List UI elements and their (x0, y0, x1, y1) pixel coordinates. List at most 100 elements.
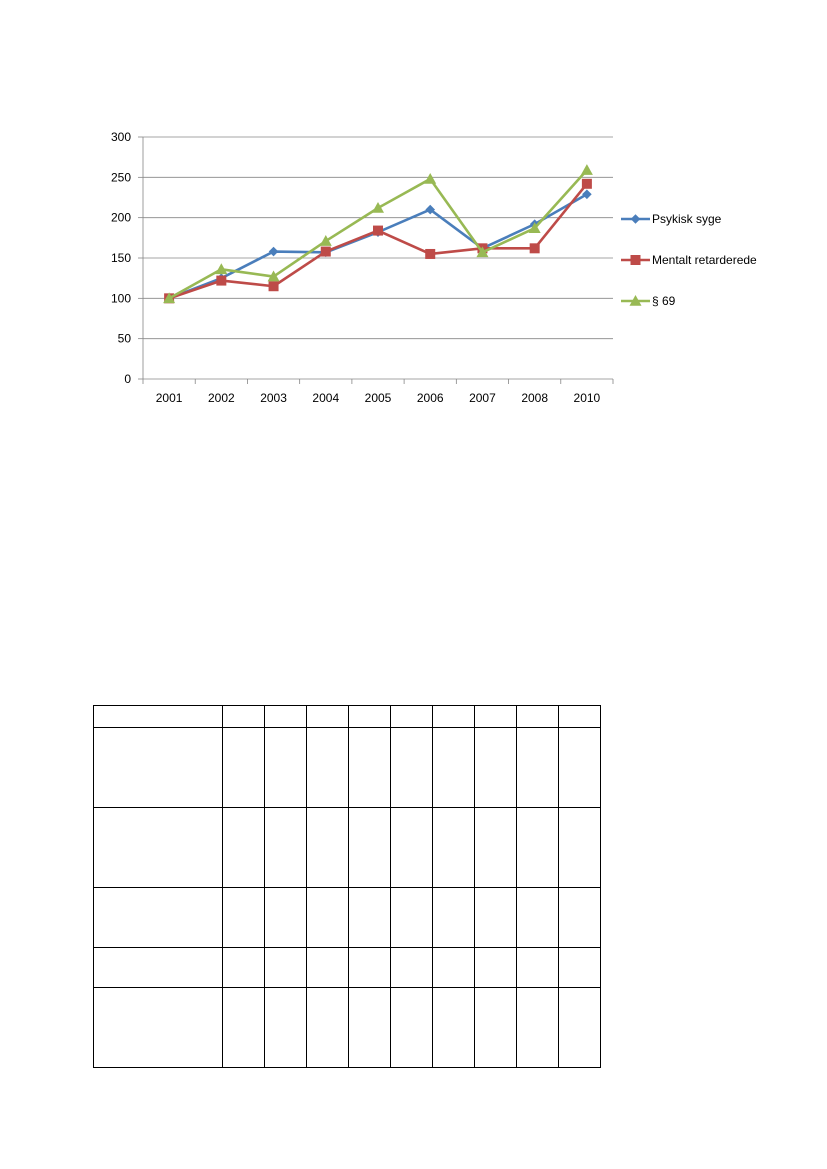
table-cell (516, 727, 559, 808)
table-cell (264, 987, 307, 1068)
y-tick-label: 250 (111, 170, 131, 184)
y-tick-label: 200 (111, 211, 131, 225)
table-cell (93, 947, 223, 988)
table-cell (516, 947, 559, 988)
table-row (93, 887, 601, 948)
table-cell (264, 947, 307, 988)
series-2 (163, 164, 593, 304)
data-point (425, 204, 436, 215)
table-row (93, 705, 601, 728)
table-cell (348, 727, 391, 808)
gridlines (143, 136, 613, 340)
data-point (581, 178, 592, 189)
data-point (268, 281, 279, 292)
legend-marker (630, 214, 641, 224)
table-cell (558, 987, 601, 1068)
table-cell (348, 705, 391, 728)
table-cell (558, 887, 601, 948)
data-point (529, 243, 540, 254)
table-cell (264, 727, 307, 808)
table-cell (474, 987, 517, 1068)
x-tick-label: 2007 (469, 391, 496, 405)
x-tick-labels: 2001 2002 2003 2004 2005 2006 2007 2008 2010 (156, 391, 601, 405)
legend-label: Mentalt retarderede (652, 253, 757, 267)
table-cell (222, 705, 265, 728)
table-cell (222, 727, 265, 808)
empty-data-table (93, 705, 601, 1068)
table-cell (264, 705, 307, 728)
table-cell (93, 727, 223, 808)
series-1 (164, 178, 592, 304)
table-cell (474, 807, 517, 888)
table-cell (390, 727, 433, 808)
table-row (93, 807, 601, 888)
y-tick-labels: 0 50 100 150 200 250 300 (111, 130, 131, 386)
y-tick-label: 0 (124, 372, 131, 386)
table-cell (558, 807, 601, 888)
table-cell (474, 727, 517, 808)
table-cell (390, 807, 433, 888)
data-point (319, 235, 332, 246)
table-cell (222, 987, 265, 1068)
table-row (93, 987, 601, 1068)
legend: Psykisk syge Mentalt retarderede § 69 (621, 212, 757, 308)
table-cell (222, 947, 265, 988)
table-cell (432, 705, 475, 728)
table-row (93, 727, 601, 808)
axes (138, 136, 614, 384)
x-tick-label: 2008 (521, 391, 548, 405)
table-cell (516, 807, 559, 888)
table-cell (474, 887, 517, 948)
legend-entry: Mentalt retarderede (621, 253, 757, 267)
table-cell (306, 987, 349, 1068)
table-cell (348, 807, 391, 888)
y-tick-label: 150 (111, 251, 131, 265)
y-tick-label: 300 (111, 130, 131, 144)
data-point (216, 275, 227, 286)
table-cell (222, 887, 265, 948)
table-cell (390, 987, 433, 1068)
table-cell (306, 807, 349, 888)
legend-label: Psykisk syge (652, 212, 722, 226)
table-cell (474, 705, 517, 728)
table-cell (390, 887, 433, 948)
table-cell (306, 705, 349, 728)
data-point (580, 164, 593, 175)
x-tick-label: 2001 (156, 391, 183, 405)
data-point (215, 263, 228, 275)
x-tick-label: 2005 (365, 391, 392, 405)
table-cell (516, 987, 559, 1068)
table-cell (93, 887, 223, 948)
series-layer (163, 164, 593, 304)
table-cell (516, 705, 559, 728)
table-cell (222, 807, 265, 888)
table-cell (93, 807, 223, 888)
table-cell (348, 987, 391, 1068)
legend-entry: § 69 (621, 294, 676, 308)
data-point (267, 270, 280, 282)
data-point (476, 246, 489, 258)
table-cell (306, 887, 349, 948)
table-cell (306, 727, 349, 808)
table-cell (432, 727, 475, 808)
table-cell (93, 705, 223, 728)
table-cell (558, 947, 601, 988)
legend-marker (629, 295, 642, 306)
table-cell (432, 947, 475, 988)
data-point (424, 172, 437, 184)
data-point (425, 248, 436, 259)
table-cell (93, 987, 223, 1068)
x-tick-label: 2004 (312, 391, 339, 405)
table-cell (474, 947, 517, 988)
table-cell (264, 807, 307, 888)
table-cell (264, 887, 307, 948)
data-point (163, 292, 176, 304)
table-cell (348, 887, 391, 948)
table-cell (390, 705, 433, 728)
data-point (582, 189, 592, 200)
table-cell (558, 705, 601, 728)
legend-marker (630, 255, 641, 265)
x-tick-label: 2006 (417, 391, 444, 405)
table-cell (558, 727, 601, 808)
